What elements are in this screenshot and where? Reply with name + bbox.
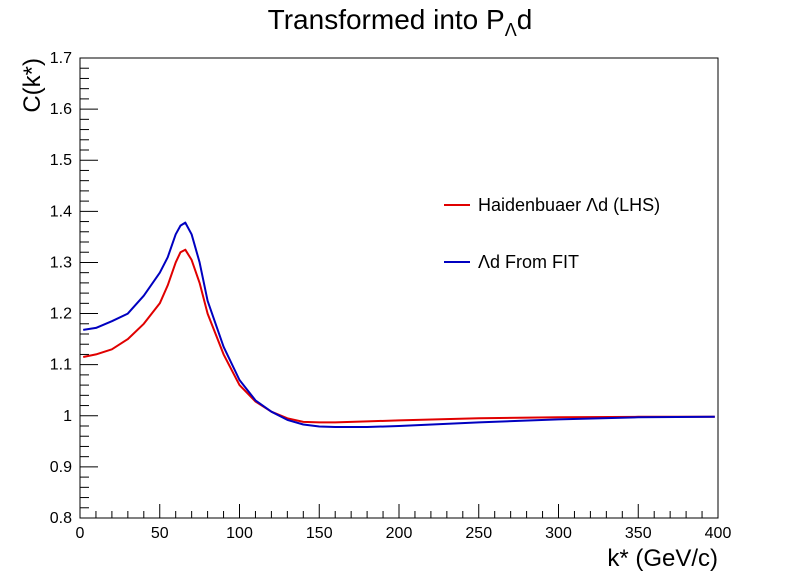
y-tick-label: 1.6 — [50, 101, 72, 118]
x-tick-label: 100 — [226, 525, 253, 542]
x-tick-label: 0 — [76, 525, 85, 542]
legend: Haidenbuaer Λd (LHS) Λd From FIT — [444, 195, 660, 272]
y-tick-label: 0.8 — [50, 510, 72, 527]
y-tick-label: 1.5 — [50, 152, 72, 169]
chart-title: Transformed into PΛd — [268, 4, 533, 40]
x-tick-label: 50 — [151, 525, 169, 542]
series-group — [83, 221, 715, 428]
y-tick-label: 1.3 — [50, 254, 72, 271]
x-tick-label: 350 — [625, 525, 652, 542]
x-tick-label: 250 — [465, 525, 492, 542]
series-line-1 — [83, 248, 715, 424]
y-tick-label: 1.1 — [50, 357, 72, 374]
x-tick-label: 300 — [545, 525, 572, 542]
series-line-2 — [83, 221, 715, 428]
legend-label-1: Haidenbuaer Λd (LHS) — [478, 195, 660, 215]
y-axis-title: C(k*) — [19, 58, 46, 113]
y-tick-label: 1.2 — [50, 306, 72, 323]
x-tick-label: 200 — [386, 525, 413, 542]
y-tick-label: 1.4 — [50, 203, 72, 220]
legend-label-2: Λd From FIT — [478, 252, 579, 272]
axis-ticks: 0 50 100 150 200 250 300 350 400 0.8 0.9 1 1.1 1.2 1.3… — [50, 50, 732, 542]
labels-group: Transformed into PΛd k* (GeV/c) C(k*) — [19, 4, 718, 572]
plot-frame — [79, 57, 719, 519]
x-tick-label: 400 — [705, 525, 732, 542]
plot-border — [79, 57, 719, 519]
y-tick-label: 1.7 — [50, 50, 72, 67]
y-tick-label: 0.9 — [50, 459, 72, 476]
y-tick-label: 1 — [63, 408, 72, 425]
x-tick-label: 150 — [306, 525, 333, 542]
x-axis-title: k* (GeV/c) — [607, 545, 718, 572]
